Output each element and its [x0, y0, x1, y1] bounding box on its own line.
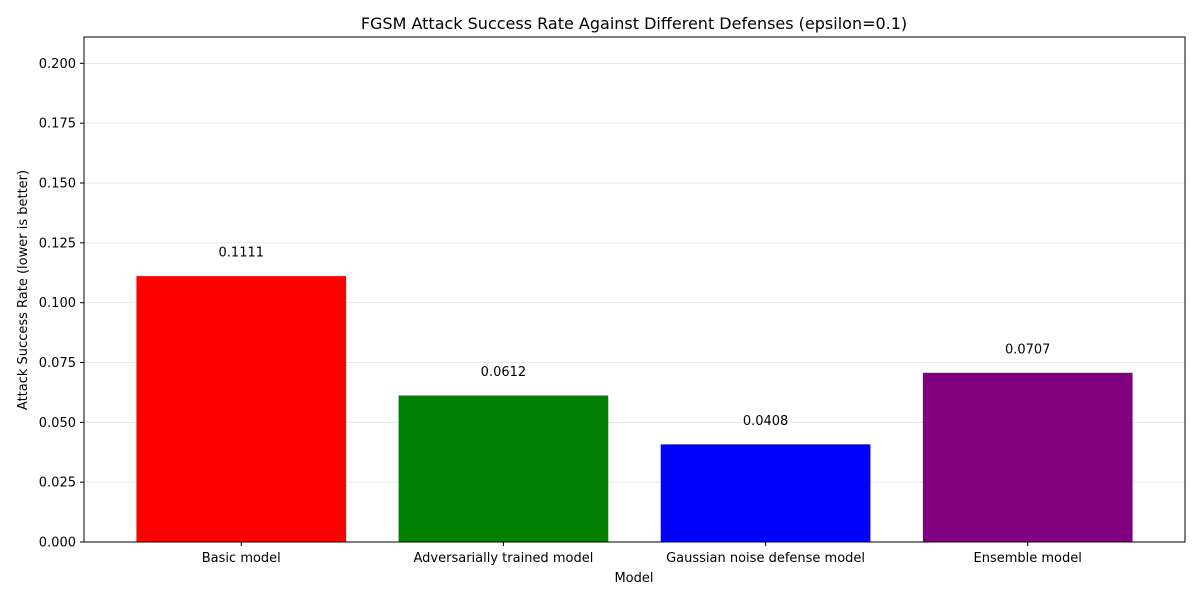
- y-tick-label: 0.000: [39, 536, 76, 551]
- y-axis-ticks: 0.000 0.025 0.050 0.075 0.100 0.125 0.150 0.175…: [39, 57, 84, 551]
- bar-value-label: 0.0612: [481, 365, 527, 380]
- y-tick-label: 0.050: [39, 416, 76, 431]
- y-tick-label: 0.200: [39, 57, 76, 72]
- y-axis-label: Attack Success Rate (lower is better): [16, 170, 31, 410]
- x-tick-label: Ensemble model: [974, 551, 1082, 566]
- value-labels: 0.1111 0.0612 0.0408 0.0707: [219, 246, 1051, 429]
- y-tick-label: 0.125: [39, 236, 76, 251]
- y-tick-label: 0.175: [39, 117, 76, 132]
- y-tick-label: 0.075: [39, 356, 76, 371]
- bar: [922, 372, 1133, 542]
- chart-title: FGSM Attack Success Rate Against Differe…: [361, 14, 907, 33]
- x-tick-label: Adversarially trained model: [414, 551, 594, 566]
- y-tick-label: 0.100: [39, 296, 76, 311]
- y-tick-label: 0.150: [39, 176, 76, 191]
- x-tick-label: Gaussian noise defense model: [666, 551, 865, 566]
- bar-value-label: 0.0408: [743, 414, 789, 429]
- x-axis-ticks: Basic model Adversarially trained model Ga…: [202, 542, 1082, 566]
- bar: [398, 395, 609, 542]
- bars: [136, 276, 1133, 542]
- bar: [660, 444, 871, 542]
- x-axis-label: Model: [614, 571, 653, 586]
- bar-value-label: 0.0707: [1005, 342, 1051, 357]
- bar: [136, 276, 347, 542]
- x-tick-label: Basic model: [202, 551, 281, 566]
- y-tick-label: 0.025: [39, 476, 76, 491]
- bar-value-label: 0.1111: [219, 246, 265, 261]
- plot-frame: [83, 36, 1186, 543]
